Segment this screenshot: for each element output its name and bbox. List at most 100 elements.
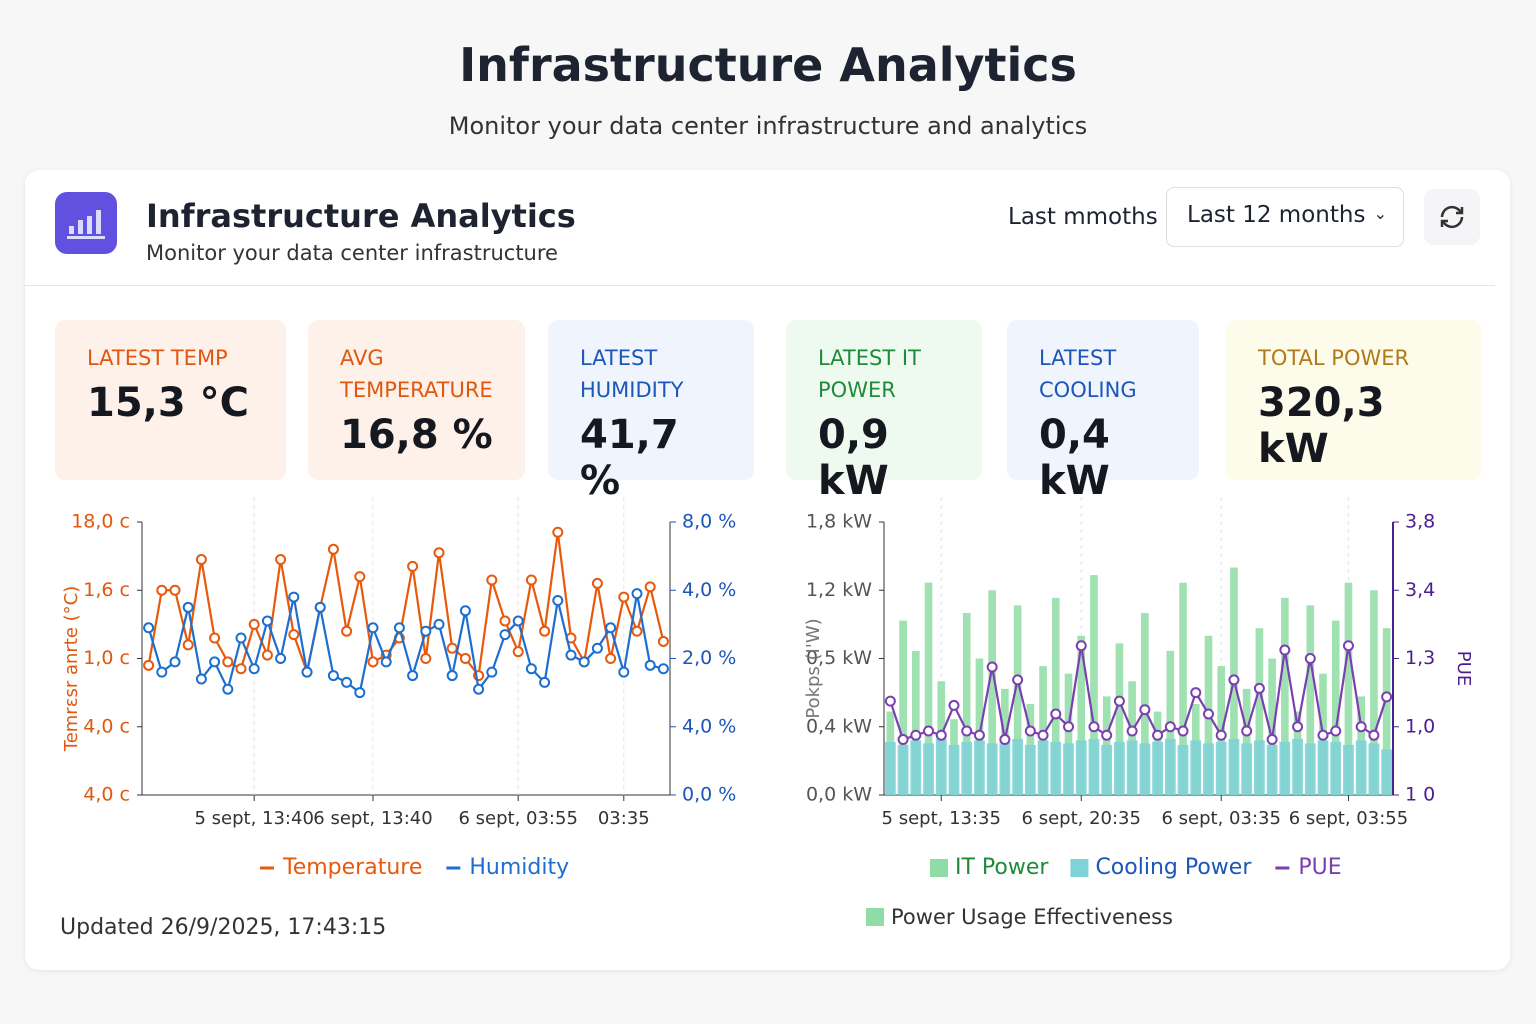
bar [1037,740,1049,795]
card-subtitle: Monitor your data center infrastructure [146,241,558,265]
bar [1203,743,1214,795]
bar [1152,741,1163,795]
point [935,729,947,741]
point [961,725,973,737]
bar [974,740,985,795]
x-tick-label: 6 sept, 03:35 [1161,808,1280,829]
point [1177,725,1189,737]
point [1292,721,1304,733]
point [1037,729,1049,741]
bar [911,650,920,795]
y2-tick-label: 1 0 [1405,784,1435,806]
kpi-card: LATEST HUMIDITY 41,7 % [548,320,754,504]
point [644,581,656,593]
bar [1164,738,1176,795]
point [446,670,458,682]
point [367,622,379,634]
point [1381,691,1393,703]
y-axis-label: Temrεsr anrte (°C) [61,586,82,752]
point [897,734,909,746]
point [591,642,603,654]
point [235,663,247,675]
point [486,666,498,678]
point [275,554,287,566]
kpi-value: 320,3 kW [1258,380,1385,472]
point [143,622,155,634]
bar [1077,635,1086,795]
kpi-card: LATEST IT POWER 0,9 kW [786,320,982,504]
divider [25,285,1495,286]
range-select[interactable]: Last 12 months ⌄ [1166,187,1404,247]
y2-tick-label: 3,8 [1405,511,1435,533]
bar [1382,628,1391,795]
y2-axis-label: PUE [1453,651,1474,686]
range-select-text: Last 12 months [1187,202,1366,228]
y-tick-label: 4,0 c [83,715,130,737]
bar [1255,628,1264,795]
legend-label: IT Power [955,855,1049,880]
point [1253,682,1265,694]
point [1101,729,1113,741]
point [1317,729,1329,741]
y-tick-label: 1,8 kW [806,511,872,533]
kpi-value: 0,4 kW [1039,412,1110,504]
y2-tick-label: 3,4 [1405,579,1435,601]
bar [1242,688,1251,795]
point [605,622,617,634]
point [407,560,419,572]
legend-swatch [866,908,884,926]
point [644,659,656,671]
bar [1306,605,1315,795]
point [578,656,590,668]
point [539,676,551,688]
y2-tick-label: 0,0 % [682,784,736,806]
bar [1013,605,1022,795]
point [156,584,168,596]
bar [1368,743,1380,795]
point [169,656,181,668]
y-tick-label: 0,5 kW [806,647,872,669]
y2-tick-label: 1,3 [1405,647,1435,669]
chevron: ⌄ [1373,204,1387,223]
x-tick-label: 6 sept, 03:55 [458,808,577,829]
point [407,670,419,682]
point [301,666,313,678]
refresh-button[interactable] [1424,189,1480,245]
point [486,574,498,586]
bar [1088,738,1100,795]
point [539,625,551,637]
x-tick-label: 03:35 [598,808,650,829]
point [1279,644,1291,656]
point [314,601,326,613]
bar [1050,741,1062,795]
point [499,615,511,627]
series-line [889,645,1388,741]
point [552,594,564,606]
kpi-card: AVG TEMPERATURE 16,8 % [308,320,525,480]
point [525,663,537,675]
kpi-label: LATEST IT POWER [818,346,921,402]
y-tick-label: 0,0 kW [806,784,872,806]
point [1164,721,1176,733]
x-tick-label: 6 sept, 03:55 [1289,808,1408,829]
point [1126,725,1138,737]
bar [1075,740,1087,795]
y-tick-label: 0,4 kW [806,715,872,737]
point [1190,687,1202,699]
point [288,629,300,641]
kpi-label: LATEST COOLING [1039,346,1137,402]
point [248,618,260,630]
page-title: Infrastructure Analytics [459,38,1077,92]
bar [897,744,909,795]
bar [962,613,971,795]
point [248,663,260,675]
icon-graphic [67,210,105,239]
bar [935,738,947,795]
range-label: Last mmoths [1008,204,1158,230]
legend-swatch [930,859,948,877]
card-title: Infrastructure Analytics [146,197,576,235]
bar [1190,740,1202,795]
updated-text: Updated 26/9/2025, 17:43:15 [60,915,387,940]
bar [1126,740,1138,795]
